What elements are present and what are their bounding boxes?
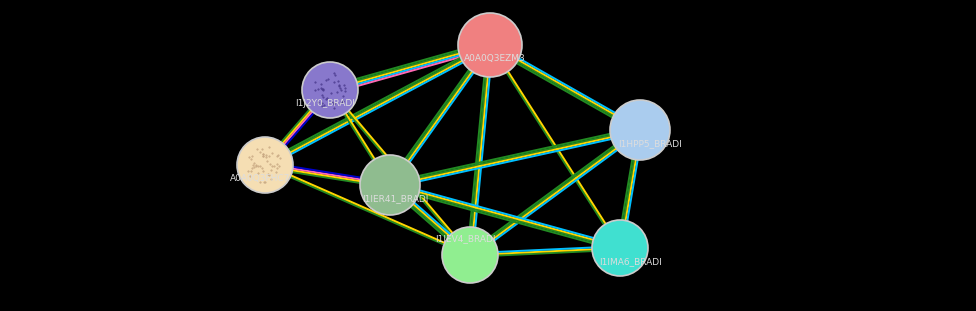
Circle shape xyxy=(610,100,670,160)
Circle shape xyxy=(237,137,293,193)
Text: A0A0Q3FHC7: A0A0Q3FHC7 xyxy=(229,174,290,183)
Circle shape xyxy=(592,220,648,276)
Text: I1J2Y0_BRADI: I1J2Y0_BRADI xyxy=(295,100,355,109)
Text: A0A0Q3EZM3: A0A0Q3EZM3 xyxy=(465,54,526,63)
Circle shape xyxy=(302,62,358,118)
Text: I1HPP5_BRADI: I1HPP5_BRADI xyxy=(618,140,682,148)
Text: I1IMA6_BRADI: I1IMA6_BRADI xyxy=(598,258,662,267)
Circle shape xyxy=(360,155,420,215)
Text: I1IEV4_BRADI: I1IEV4_BRADI xyxy=(434,234,495,244)
Text: I1IER41_BRADI: I1IER41_BRADI xyxy=(362,194,428,203)
Circle shape xyxy=(442,227,498,283)
Circle shape xyxy=(458,13,522,77)
